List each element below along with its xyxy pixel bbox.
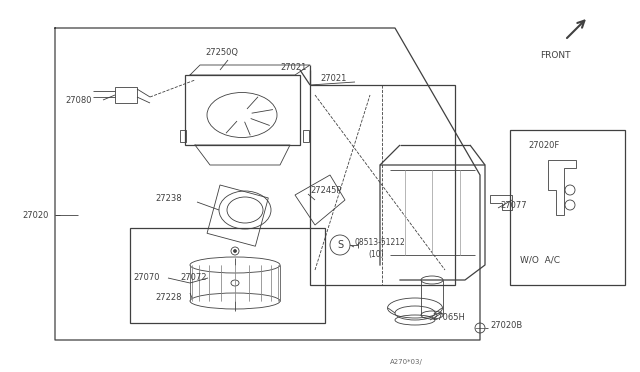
Text: S: S (337, 240, 343, 250)
Text: (10): (10) (368, 250, 383, 260)
Circle shape (234, 250, 237, 253)
Text: 27020: 27020 (22, 211, 49, 219)
Text: 27070: 27070 (133, 273, 159, 282)
Text: 27228: 27228 (155, 294, 182, 302)
Bar (115, 87, 137, 103)
Bar (130, 228, 325, 323)
Text: 27021: 27021 (280, 62, 307, 71)
Text: 27020F: 27020F (528, 141, 559, 150)
Text: 27072: 27072 (180, 273, 207, 282)
Bar (185, 75, 300, 145)
Text: FRONT: FRONT (540, 51, 570, 60)
Text: 27080: 27080 (65, 96, 92, 105)
Bar (510, 130, 625, 285)
Text: 08513-51212: 08513-51212 (355, 237, 406, 247)
Bar (180, 130, 186, 142)
Text: 27238: 27238 (155, 193, 182, 202)
Text: W/O  A/C: W/O A/C (520, 256, 560, 264)
Bar (303, 130, 309, 142)
Text: 27020B: 27020B (490, 321, 522, 330)
Text: A270*03/: A270*03/ (390, 359, 423, 365)
Text: 27077: 27077 (500, 201, 527, 209)
Text: 27021: 27021 (320, 74, 346, 83)
Text: 27250Q: 27250Q (205, 48, 238, 57)
Text: 27245P: 27245P (310, 186, 342, 195)
Text: 27065H: 27065H (432, 314, 465, 323)
Bar (310, 85, 455, 285)
Bar (207, 185, 268, 246)
